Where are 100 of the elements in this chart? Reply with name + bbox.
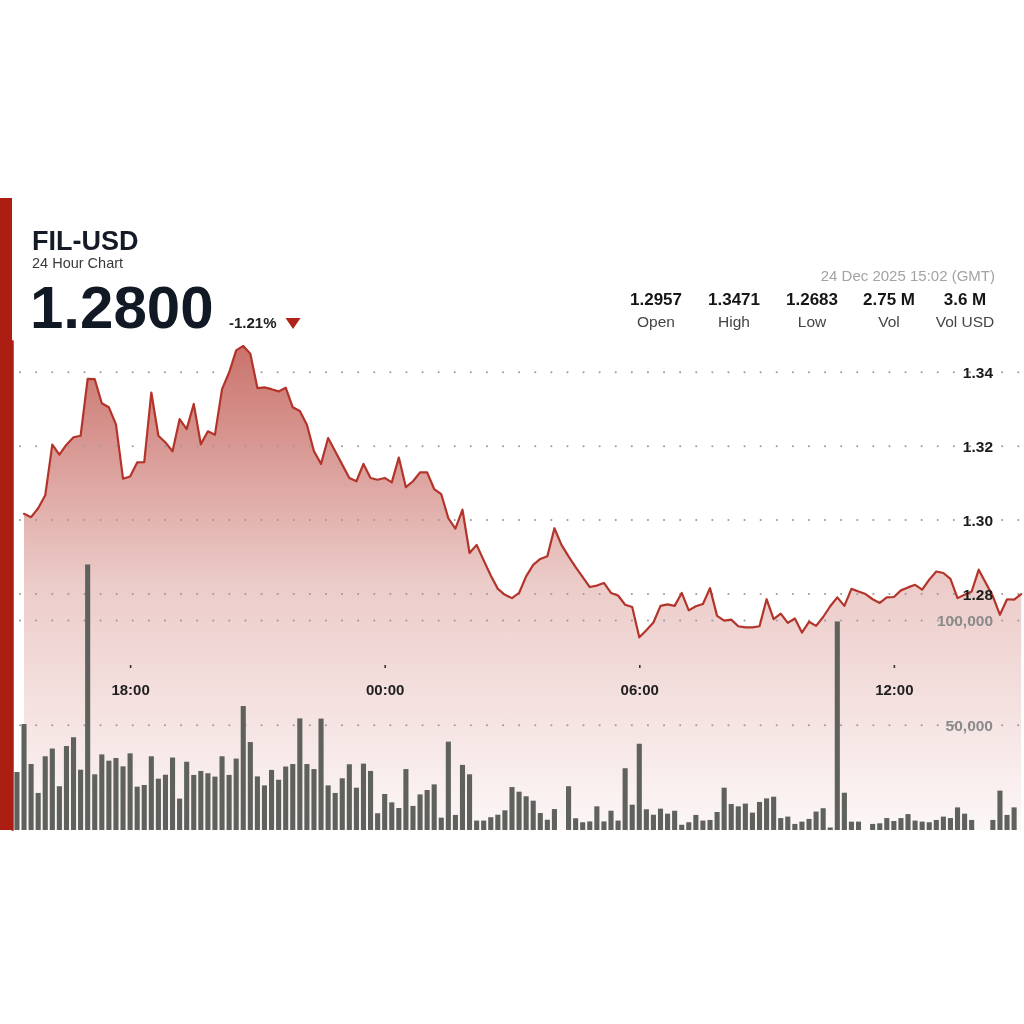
x-tick-label: 18:00 <box>111 680 150 698</box>
bar <box>360 763 367 830</box>
text: 1.3471 <box>708 290 760 309</box>
bar <box>940 816 946 830</box>
text: High <box>718 313 750 330</box>
bar <box>1011 807 1017 830</box>
bar <box>28 764 34 830</box>
bar <box>855 821 862 830</box>
bar <box>155 778 161 830</box>
bar <box>714 811 720 830</box>
bar <box>452 814 458 830</box>
bar <box>184 761 190 830</box>
bar <box>601 821 607 830</box>
bar <box>622 768 628 830</box>
bar <box>481 820 487 830</box>
bar <box>49 748 55 830</box>
bar <box>134 786 140 830</box>
bar <box>672 810 678 830</box>
bar <box>884 818 890 830</box>
bar <box>283 766 289 830</box>
bar <box>148 756 154 830</box>
bar <box>848 821 854 830</box>
y-tick-label: 1.34 <box>962 363 994 381</box>
bar <box>261 785 268 830</box>
bar <box>276 779 282 830</box>
bar <box>78 769 84 830</box>
bar <box>544 819 550 830</box>
x-tick-label: 00:00 <box>366 680 405 698</box>
text: Low <box>797 313 828 330</box>
bar <box>912 820 918 830</box>
annotation: 1.2800 <box>30 274 214 341</box>
bar <box>530 800 536 830</box>
bar <box>424 790 430 830</box>
text: 24 Dec 2025 15:02 (GMT) <box>820 267 995 284</box>
bar <box>382 793 388 830</box>
bar <box>290 764 296 830</box>
bar <box>841 792 847 830</box>
bar <box>353 787 359 830</box>
bar <box>431 784 437 830</box>
bar <box>177 798 183 830</box>
bar <box>459 764 466 830</box>
bar <box>933 819 939 830</box>
bar <box>799 821 805 830</box>
bar <box>566 786 572 830</box>
bar <box>191 774 197 830</box>
bar <box>919 821 925 830</box>
bar <box>141 784 147 830</box>
text: 3.6 M <box>943 290 987 309</box>
bar <box>608 810 614 830</box>
bar <box>580 822 586 830</box>
bar <box>707 819 713 830</box>
bar <box>742 803 748 830</box>
bar <box>488 817 494 830</box>
bar <box>813 811 819 830</box>
bar <box>240 706 246 830</box>
bar <box>551 809 557 830</box>
bar <box>820 808 826 830</box>
bar <box>650 814 656 830</box>
bar <box>445 741 451 830</box>
bar <box>806 818 812 830</box>
bar <box>537 813 543 830</box>
text: -1.21% <box>229 314 277 331</box>
bar <box>297 718 303 830</box>
bar <box>827 827 833 830</box>
bar <box>339 778 345 830</box>
bar <box>106 760 112 830</box>
bar <box>877 823 883 830</box>
bar <box>63 746 69 830</box>
bar <box>169 757 176 830</box>
bar <box>587 821 593 830</box>
bar <box>438 817 444 830</box>
bar <box>764 798 770 830</box>
y-tick-label: 1.30 <box>962 511 993 529</box>
bar <box>127 753 133 830</box>
bar <box>304 764 310 830</box>
bar <box>417 794 423 830</box>
x-tick-label: 12:00 <box>875 680 914 698</box>
bar <box>636 743 642 830</box>
bar <box>870 823 876 830</box>
x-tick-label: 06:00 <box>620 680 659 698</box>
bar <box>693 814 699 830</box>
bar <box>954 807 961 830</box>
chart-title: FIL-USD <box>32 226 139 256</box>
text: Vol USD <box>935 313 995 330</box>
bar <box>205 773 211 830</box>
bar <box>735 806 741 830</box>
bar <box>665 813 671 830</box>
bar <box>771 796 777 830</box>
bar <box>643 809 649 830</box>
bar <box>403 769 409 830</box>
bar <box>389 802 395 830</box>
y-tick-label: 1.32 <box>962 437 993 455</box>
text: 1.2683 <box>786 290 838 309</box>
bar <box>969 819 975 830</box>
bar <box>905 814 911 830</box>
bar <box>947 818 953 830</box>
bar <box>375 813 381 830</box>
bar <box>85 564 91 830</box>
bar <box>254 776 260 830</box>
bar <box>99 754 105 830</box>
